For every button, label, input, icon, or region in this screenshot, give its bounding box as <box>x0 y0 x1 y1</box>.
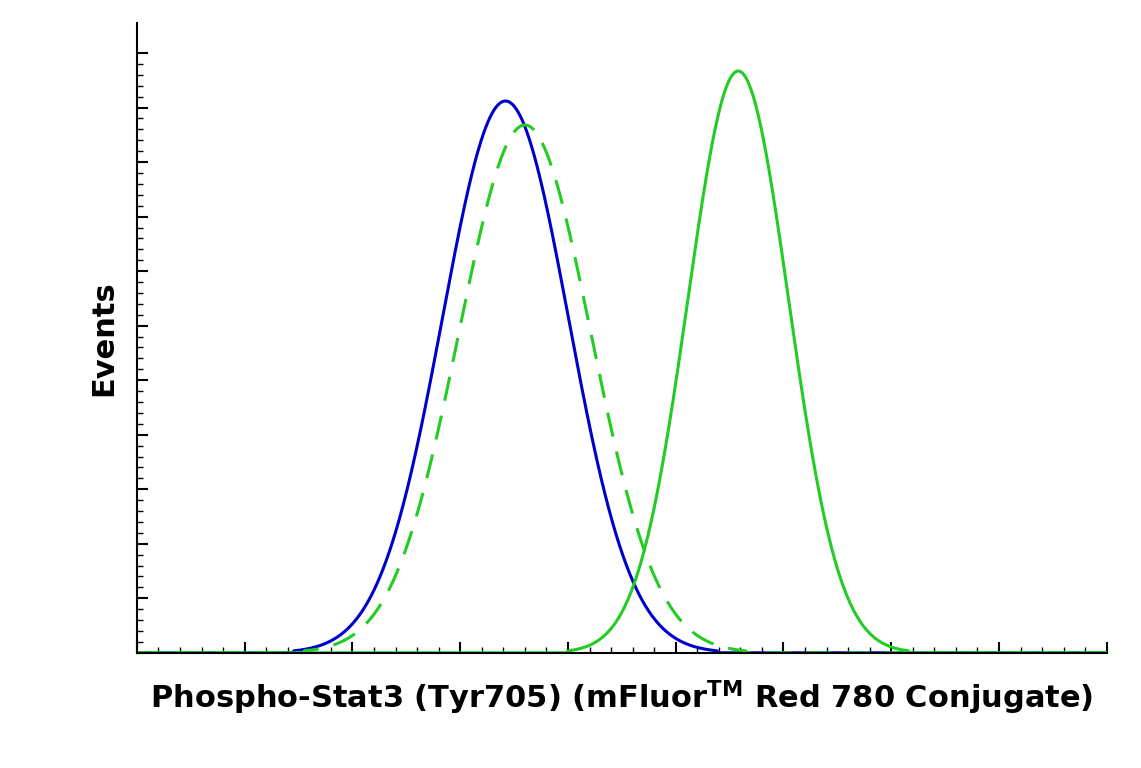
Y-axis label: Events: Events <box>89 280 119 396</box>
X-axis label: Phospho-Stat3 (Tyr705) (mFluor$^{\mathregular{TM}}$ Red 780 Conjugate): Phospho-Stat3 (Tyr705) (mFluor$^{\mathre… <box>151 678 1093 717</box>
